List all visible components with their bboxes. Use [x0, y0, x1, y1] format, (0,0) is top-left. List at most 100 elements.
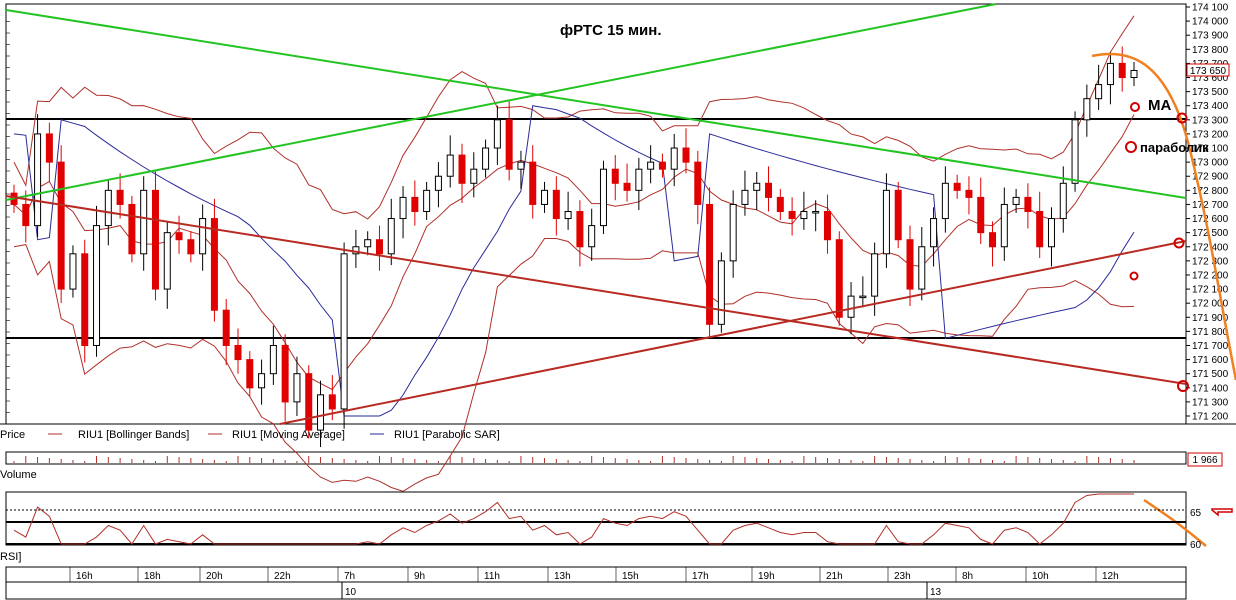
price-tick-label: 172 200 — [1192, 270, 1229, 281]
rsi-tick-65: 65 — [1190, 508, 1202, 519]
current-price-label: 173 650 — [1190, 66, 1227, 77]
candle-body-up — [599, 168, 607, 227]
candle-body-up — [399, 196, 407, 220]
price-tick-label: 171 800 — [1192, 327, 1229, 338]
resistance-marker — [1176, 112, 1188, 124]
candle-body-down — [22, 203, 30, 227]
candle — [694, 150, 702, 225]
candle-body-down — [953, 182, 961, 191]
time-label: 22h — [274, 571, 291, 582]
candle — [564, 191, 572, 230]
candle — [977, 177, 985, 244]
candle-body-up — [729, 203, 737, 262]
candle — [812, 200, 820, 232]
volume-panel[interactable] — [5, 451, 1187, 465]
price-tick-label: 171 900 — [1192, 313, 1229, 324]
candle-body-up — [564, 211, 572, 220]
candle-body-down — [175, 232, 183, 241]
candle-body-down — [45, 133, 53, 163]
candle-body-down — [328, 394, 336, 410]
candle-body-up — [930, 218, 938, 248]
candle — [1083, 84, 1091, 137]
bollinger-upper-band — [13, 15, 1135, 220]
candle — [682, 128, 690, 174]
candle-body-up — [635, 168, 643, 191]
candle — [163, 221, 171, 309]
candle — [517, 150, 525, 189]
candle-body-up — [423, 189, 431, 213]
candle — [835, 231, 843, 326]
candle — [765, 166, 773, 212]
candle-body-down — [965, 189, 973, 198]
forecast-curve-price — [1091, 52, 1236, 381]
candle — [140, 176, 148, 271]
time-label: 21h — [826, 571, 843, 582]
price-tick-label: 171 400 — [1192, 383, 1229, 394]
candle — [541, 181, 549, 213]
candle — [458, 143, 466, 204]
price-tick-label: 172 300 — [1192, 256, 1229, 267]
candle — [222, 298, 230, 366]
candle — [505, 100, 513, 181]
price-tick-label: 171 600 — [1192, 355, 1229, 366]
volume-value: 1 966 — [1192, 455, 1217, 466]
candle-body-down — [776, 196, 784, 212]
candle — [57, 145, 65, 304]
price-tick-label: 173 800 — [1192, 45, 1229, 56]
candle-body-down — [281, 344, 289, 403]
candle — [1012, 188, 1020, 213]
price-tick-label: 173 000 — [1192, 158, 1229, 169]
candle — [199, 204, 207, 271]
candle — [552, 176, 560, 236]
candle-body-down — [529, 161, 537, 205]
candle — [717, 252, 725, 333]
candle-body-up — [34, 133, 42, 227]
candle — [293, 356, 301, 416]
candle-body-up — [104, 189, 112, 227]
candle — [906, 225, 914, 306]
current-price-box — [1186, 63, 1230, 77]
candle-body-down — [246, 359, 254, 389]
candle — [210, 198, 218, 322]
candle — [482, 139, 490, 178]
candle — [953, 174, 961, 199]
candle-body-down — [576, 211, 584, 248]
candle-body-down — [1036, 211, 1044, 248]
candle — [434, 162, 442, 208]
rsi-line — [13, 493, 1134, 545]
candle — [647, 145, 655, 184]
candle — [151, 170, 159, 301]
red-ascending-trendline[interactable] — [279, 240, 1187, 425]
ma-annotation: MA — [1148, 97, 1171, 114]
candle-body-up — [1130, 69, 1138, 79]
candle-body-down — [187, 239, 195, 255]
candle-body-up — [753, 182, 761, 191]
candle-body-down — [116, 189, 124, 205]
candle-body-up — [1106, 62, 1114, 86]
candle-body-down — [57, 161, 65, 290]
candle — [93, 205, 101, 357]
candle-body-up — [269, 344, 277, 375]
candle-body-up — [470, 168, 478, 184]
candle — [753, 172, 761, 211]
candle-body-up — [1012, 196, 1020, 205]
candle-body-down — [977, 196, 985, 234]
candle — [175, 215, 183, 254]
candle-body-down — [305, 373, 313, 431]
candle — [399, 186, 407, 239]
red-descending-trendline[interactable] — [5, 195, 1187, 385]
candle-body-down — [458, 154, 466, 184]
candle — [387, 198, 395, 266]
candlesticks — [10, 46, 1138, 448]
candle-body-down — [658, 161, 666, 170]
candle — [493, 105, 501, 165]
candle — [45, 122, 53, 182]
candle — [258, 359, 266, 405]
price-tick-label: 174 000 — [1192, 17, 1229, 28]
rsi-panel[interactable] — [5, 491, 1187, 546]
green-ascending-trendline[interactable] — [5, 3, 997, 201]
candle-body-up — [517, 161, 525, 170]
candle-body-down — [151, 189, 159, 290]
green-descending-trendline[interactable] — [5, 9, 1187, 199]
